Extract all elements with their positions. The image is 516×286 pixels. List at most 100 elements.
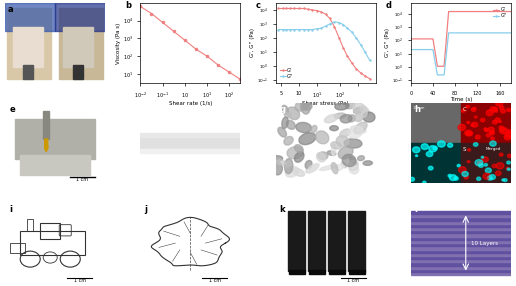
Circle shape (464, 176, 469, 179)
G" (314, 27, 320, 31)
Circle shape (449, 175, 457, 180)
Text: 1 cm: 1 cm (209, 278, 221, 283)
Circle shape (471, 108, 476, 111)
Bar (411, 263, 511, 265)
G" (322, 24, 329, 28)
Circle shape (472, 122, 478, 127)
G' (287, 7, 293, 10)
G" (362, 50, 368, 54)
Ellipse shape (296, 122, 312, 133)
Circle shape (490, 131, 494, 135)
Ellipse shape (331, 142, 341, 149)
Circle shape (499, 153, 503, 156)
Ellipse shape (327, 151, 336, 156)
Text: 500 μm: 500 μm (446, 281, 465, 286)
Ellipse shape (282, 105, 288, 115)
G' (276, 7, 282, 10)
Text: S: S (463, 147, 466, 152)
Circle shape (474, 143, 478, 146)
Circle shape (487, 176, 492, 180)
Circle shape (475, 135, 480, 139)
Ellipse shape (342, 154, 356, 166)
Circle shape (489, 131, 492, 134)
Bar (411, 221, 511, 224)
Bar (411, 227, 511, 230)
Ellipse shape (278, 127, 286, 137)
Ellipse shape (319, 165, 336, 170)
Bar (411, 211, 511, 214)
Circle shape (507, 108, 511, 112)
Circle shape (428, 166, 433, 170)
Ellipse shape (363, 112, 375, 122)
Text: j: j (144, 205, 148, 214)
Ellipse shape (284, 113, 292, 118)
Circle shape (500, 127, 505, 131)
Bar (63, 27, 93, 67)
Text: b: b (125, 1, 131, 10)
Ellipse shape (340, 115, 352, 123)
G" (305, 28, 311, 31)
Bar (411, 253, 511, 256)
Circle shape (429, 146, 437, 152)
Bar (411, 243, 511, 246)
Circle shape (489, 174, 495, 180)
Legend: G', G": G', G" (278, 66, 295, 81)
Ellipse shape (349, 160, 359, 170)
G' (322, 12, 329, 16)
Ellipse shape (341, 162, 347, 168)
Bar (140, 135, 240, 151)
Circle shape (484, 164, 488, 166)
G" (318, 26, 325, 30)
Ellipse shape (340, 129, 350, 137)
Circle shape (466, 105, 470, 108)
Ellipse shape (300, 99, 310, 114)
Circle shape (502, 179, 505, 181)
Text: 2 μm: 2 μm (346, 177, 359, 182)
Circle shape (410, 177, 414, 181)
Bar (27, 219, 33, 231)
Ellipse shape (358, 156, 364, 161)
Bar (411, 272, 511, 275)
Bar (140, 149, 240, 153)
Bar (309, 269, 325, 273)
G' (305, 7, 311, 11)
Ellipse shape (318, 152, 328, 160)
G" (287, 28, 293, 31)
Ellipse shape (360, 106, 369, 115)
Circle shape (488, 176, 491, 179)
Bar (7, 9, 51, 79)
G' (331, 25, 337, 29)
Ellipse shape (353, 107, 363, 114)
G' (336, 36, 342, 40)
Circle shape (475, 160, 483, 166)
Bar (349, 269, 365, 273)
Ellipse shape (286, 120, 295, 129)
Bar (411, 269, 511, 272)
Ellipse shape (348, 126, 363, 138)
Y-axis label: Viscosity (Pa s): Viscosity (Pa s) (116, 22, 121, 63)
Ellipse shape (336, 136, 349, 146)
Circle shape (499, 106, 504, 110)
G' (344, 55, 350, 58)
Y-axis label: G', G'' (Pa): G', G'' (Pa) (250, 28, 255, 57)
Circle shape (507, 130, 511, 134)
Bar (23, 65, 33, 79)
Ellipse shape (348, 115, 355, 122)
Ellipse shape (271, 156, 283, 161)
Circle shape (499, 126, 504, 129)
Circle shape (448, 174, 452, 177)
Bar (20, 231, 85, 255)
Ellipse shape (285, 166, 299, 177)
Circle shape (454, 177, 458, 180)
Ellipse shape (354, 114, 363, 122)
Bar (73, 65, 83, 79)
Circle shape (484, 128, 487, 130)
Circle shape (486, 168, 491, 173)
Circle shape (485, 129, 489, 132)
Circle shape (490, 141, 496, 146)
Bar (411, 256, 511, 259)
Bar (288, 269, 304, 273)
Ellipse shape (299, 133, 316, 145)
X-axis label: Time (s): Time (s) (449, 97, 472, 102)
Circle shape (496, 101, 503, 106)
